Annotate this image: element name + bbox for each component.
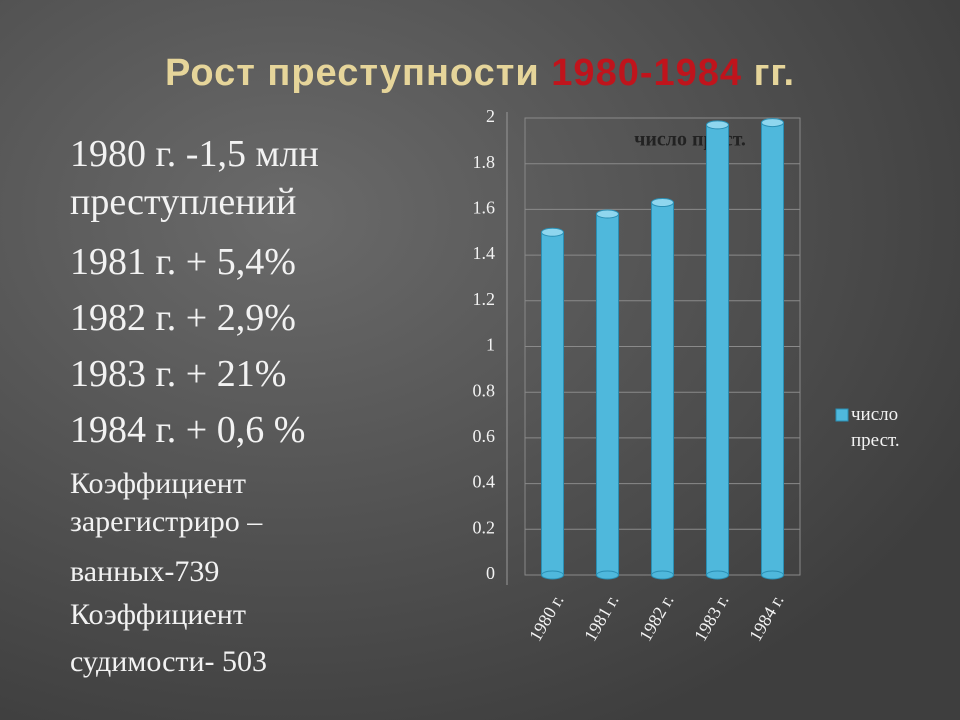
x-tick-label: 1984 г. [745, 591, 788, 645]
bar [761, 122, 784, 576]
y-tick-label: 0.6 [473, 426, 496, 446]
text-line: Коэффициент [70, 467, 246, 500]
chart-title: число прест. [634, 129, 746, 151]
x-tick-label: 1980 г. [525, 591, 568, 645]
bar-base [761, 570, 784, 580]
y-tick-label: 2 [486, 106, 495, 126]
y-tick-label: 1.8 [473, 152, 496, 172]
y-tick-label: 1.4 [473, 243, 496, 263]
text-line: 1980 г. -1,5 млн [70, 133, 319, 175]
x-tick-label: 1982 г. [635, 591, 678, 645]
bar-cap [541, 227, 564, 237]
slide-title: Рост преступности 1980-1984 гг. [0, 52, 960, 95]
x-tick-label: 1981 г. [580, 591, 623, 645]
y-tick-label: 0.2 [473, 517, 496, 537]
bar-base [706, 570, 729, 580]
y-tick-label: 0.8 [473, 380, 496, 400]
y-tick-label: 1.2 [473, 289, 496, 309]
text-line: ванных-739 [70, 555, 220, 588]
text-line: 1984 г. + 0,6 % [70, 409, 306, 451]
y-tick-label: 1 [486, 335, 495, 355]
text-line: Коэффициент [70, 598, 246, 631]
title-part: гг. [742, 52, 795, 94]
y-tick-label: 0.4 [473, 472, 496, 492]
text-line: преступлений [70, 181, 297, 223]
text-line: 1983 г. + 21% [70, 353, 287, 395]
title-part: Рост преступности [164, 52, 552, 94]
bar [706, 124, 729, 576]
y-tick-label: 0 [486, 563, 495, 583]
text-line: зарегистриро – [70, 505, 263, 538]
bar-base [541, 570, 564, 580]
legend-swatch [835, 408, 849, 422]
bar-cap [651, 198, 674, 208]
bar [651, 202, 674, 576]
bar [541, 231, 564, 576]
text-line: судимости- 503 [70, 645, 268, 678]
bar-cap [761, 118, 784, 128]
legend: число прест. [851, 404, 900, 451]
bar-cap [706, 120, 729, 130]
text-line: 1981 г. + 5,4% [70, 241, 296, 283]
x-tick-label: 1983 г. [690, 591, 733, 645]
bar-base [651, 570, 674, 580]
text-line: 1982 г. + 2,9% [70, 297, 296, 339]
title-part: 1980-1984 [551, 52, 743, 94]
bar [596, 213, 619, 576]
y-tick-label: 1.6 [473, 198, 496, 218]
bar-base [596, 570, 619, 580]
legend-label: число прест. [851, 404, 900, 451]
bar-cap [596, 209, 619, 219]
